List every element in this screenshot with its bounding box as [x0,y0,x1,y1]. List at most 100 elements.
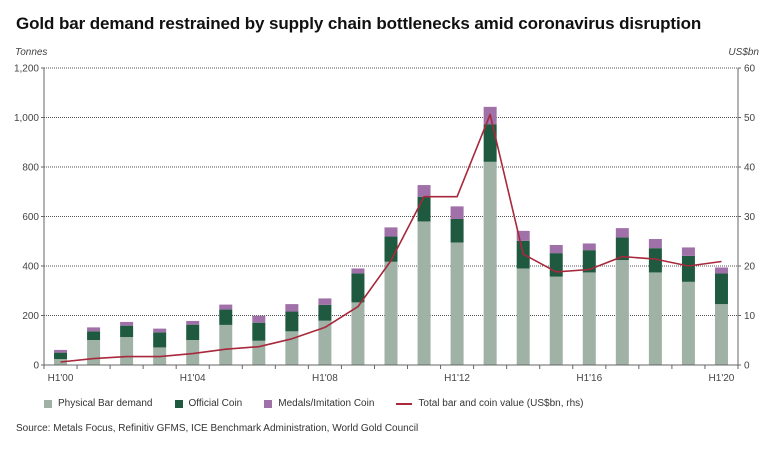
axes [41,67,741,369]
bar-physical-bar-demand [87,340,101,365]
legend-item-official-coin: Official Coin [174,398,243,409]
bar-medals-imitation-coin [582,243,596,251]
legend-item-total-value: Total bar and coin value (US$bn, rhs) [396,398,583,409]
bar-medals-imitation-coin [219,304,233,310]
left-axis-unit-label: Tonnes [15,47,48,58]
bar-physical-bar-demand [219,324,233,365]
bar-official-coin [450,218,464,243]
bar-physical-bar-demand [549,276,563,365]
bar-official-coin [87,331,101,341]
line-series [60,113,722,363]
y-tick-label-right: 40 [744,163,756,174]
y-tick-label-right: 60 [744,64,756,75]
bar-physical-bar-demand [648,272,662,365]
y-tick-label-left: 200 [22,311,39,322]
bar-medals-imitation-coin [153,328,167,333]
x-tick-label: H1'08 [312,373,338,384]
bar-physical-bar-demand [285,331,299,365]
bar-official-coin [153,332,167,348]
bar-physical-bar-demand [450,242,464,365]
bar-physical-bar-demand [681,281,695,365]
y-tick-label-left: 1,200 [14,64,39,75]
bar-official-coin [681,255,695,282]
bar-medals-imitation-coin [714,267,728,274]
bar-official-coin [252,322,266,341]
bar-official-coin [648,248,662,273]
legend: Physical Bar demand Official Coin Medals… [44,398,605,409]
bar-medals-imitation-coin [87,327,101,332]
bar-series [54,106,728,365]
bar-medals-imitation-coin [681,247,695,256]
bar-physical-bar-demand [516,268,530,365]
x-tick-label: H1'16 [576,373,602,384]
legend-swatch [264,399,273,408]
y-tick-label-left: 600 [22,212,39,223]
bar-official-coin [714,273,728,305]
legend-label: Medals/Imitation Coin [278,398,375,409]
legend-line-swatch [396,402,413,405]
y-tick-label-right: 20 [744,262,756,273]
bar-physical-bar-demand [615,260,629,365]
y-tick-label-right: 0 [744,361,750,372]
x-tick-label: H1'04 [180,373,206,384]
chart-title: Gold bar demand restrained by supply cha… [16,14,702,33]
bar-official-coin [219,309,233,325]
bar-medals-imitation-coin [549,244,563,254]
bar-medals-imitation-coin [120,321,134,326]
line-total-value [60,113,722,363]
bar-medals-imitation-coin [351,268,365,274]
legend-swatch [174,399,183,408]
y-tick-label-right: 50 [744,113,756,124]
bar-physical-bar-demand [318,320,332,365]
bar-medals-imitation-coin [615,228,629,238]
bar-medals-imitation-coin [285,304,299,312]
bar-official-coin [186,324,200,341]
y-tick-label-left: 0 [33,361,39,372]
bar-physical-bar-demand [483,161,497,365]
bar-medals-imitation-coin [648,239,662,249]
bar-official-coin [351,273,365,303]
bar-physical-bar-demand [351,302,365,365]
bar-physical-bar-demand [714,304,728,365]
bar-official-coin [417,196,431,222]
x-tick-label: H1'00 [48,373,74,384]
bar-official-coin [483,124,497,162]
bar-official-coin [318,304,332,321]
bar-official-coin [120,325,134,338]
bar-physical-bar-demand [582,272,596,365]
bar-medals-imitation-coin [318,298,332,305]
legend-label: Total bar and coin value (US$bn, rhs) [418,398,584,409]
y-tick-label-right: 30 [744,212,756,223]
bar-official-coin [54,352,68,360]
bar-physical-bar-demand [120,337,134,365]
bar-medals-imitation-coin [54,349,68,353]
y-tick-label-left: 1,000 [14,113,39,124]
bar-physical-bar-demand [252,340,266,365]
bar-medals-imitation-coin [186,320,200,325]
x-tick-label: H1'20 [709,373,735,384]
y-tick-label-left: 400 [22,262,39,273]
x-tick-label: H1'12 [444,373,470,384]
source-note: Source: Metals Focus, Refinitiv GFMS, IC… [16,423,419,434]
bar-medals-imitation-coin [417,185,431,197]
bar-physical-bar-demand [384,261,398,365]
bar-medals-imitation-coin [384,227,398,237]
bar-physical-bar-demand [417,221,431,365]
y-tick-label-right: 10 [744,311,756,322]
bar-official-coin [384,236,398,262]
bar-official-coin [549,253,563,277]
y-tick-label-left: 800 [22,163,39,174]
bar-official-coin [615,237,629,261]
right-axis-unit-label: US$bn [728,47,759,58]
bar-medals-imitation-coin [252,315,266,323]
bar-physical-bar-demand [186,340,200,365]
bar-medals-imitation-coin [516,230,530,241]
legend-item-physical-bar: Physical Bar demand [44,398,153,409]
legend-label: Official Coin [188,398,243,409]
legend-swatch [44,399,52,408]
bar-official-coin [582,250,596,273]
legend-item-medals: Medals/Imitation Coin [264,398,374,409]
tick-labels: 0 200 400 600 800 1,000 1,200 0 10 20 30 40 50 60 H1'0… [14,64,756,385]
bar-medals-imitation-coin [450,206,464,219]
